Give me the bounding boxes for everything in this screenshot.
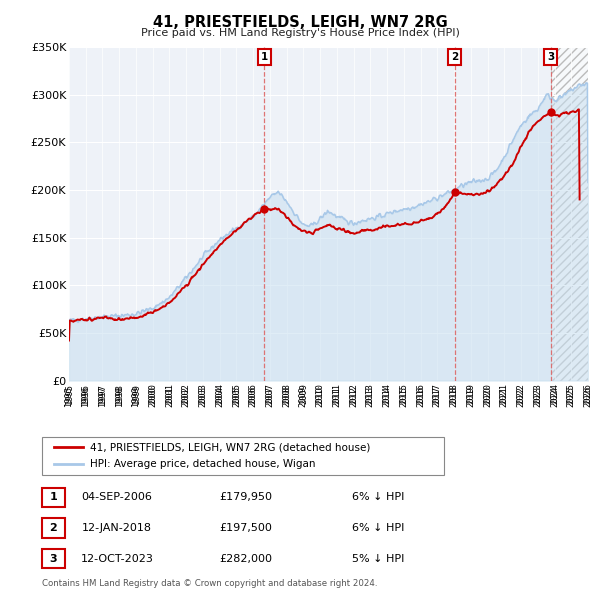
Text: 2016: 2016 <box>416 383 425 404</box>
Text: 2024: 2024 <box>550 383 559 404</box>
Text: 2019: 2019 <box>466 383 475 404</box>
Bar <box>551 47 588 381</box>
Text: Contains HM Land Registry data © Crown copyright and database right 2024.: Contains HM Land Registry data © Crown c… <box>42 579 377 588</box>
Text: 1996: 1996 <box>81 383 90 404</box>
Text: 2: 2 <box>451 52 458 62</box>
Text: 1996: 1996 <box>81 386 90 407</box>
Text: 2013: 2013 <box>366 386 375 407</box>
Text: 1998: 1998 <box>115 383 124 404</box>
Text: 2021: 2021 <box>500 386 509 407</box>
Text: 1: 1 <box>50 493 57 502</box>
Text: 2008: 2008 <box>282 386 291 407</box>
Text: 2020: 2020 <box>483 386 492 407</box>
Text: £197,500: £197,500 <box>220 523 272 533</box>
Text: 1995: 1995 <box>65 383 74 404</box>
Text: 2012: 2012 <box>349 383 358 404</box>
Text: 2007: 2007 <box>265 386 274 407</box>
Text: 3: 3 <box>50 554 57 563</box>
Text: 2006: 2006 <box>248 383 257 404</box>
Text: 2021: 2021 <box>500 383 509 404</box>
Text: 12-OCT-2023: 12-OCT-2023 <box>80 554 154 563</box>
Text: 04-SEP-2006: 04-SEP-2006 <box>82 493 152 502</box>
Text: 2022: 2022 <box>517 386 526 407</box>
Text: £282,000: £282,000 <box>220 554 272 563</box>
Text: 1997: 1997 <box>98 386 107 407</box>
Text: HPI: Average price, detached house, Wigan: HPI: Average price, detached house, Wiga… <box>90 459 316 469</box>
Text: 2022: 2022 <box>517 383 526 404</box>
Text: 2020: 2020 <box>483 383 492 404</box>
Text: 2026: 2026 <box>583 383 593 404</box>
Text: 2018: 2018 <box>449 383 458 404</box>
Text: 2007: 2007 <box>265 383 274 404</box>
Text: 2009: 2009 <box>299 383 308 404</box>
Text: 1999: 1999 <box>131 383 140 404</box>
Bar <box>551 47 588 381</box>
Text: 3: 3 <box>547 52 554 62</box>
Text: 2002: 2002 <box>182 386 191 407</box>
Text: 2011: 2011 <box>332 383 341 404</box>
Text: 1999: 1999 <box>131 386 140 407</box>
Text: 6% ↓ HPI: 6% ↓ HPI <box>352 523 404 533</box>
Text: 2004: 2004 <box>215 386 224 407</box>
Text: 2012: 2012 <box>349 386 358 407</box>
Text: 2005: 2005 <box>232 383 241 404</box>
Text: 2015: 2015 <box>400 383 409 404</box>
Text: 2015: 2015 <box>400 386 409 407</box>
Text: 2013: 2013 <box>366 383 375 404</box>
Text: 2001: 2001 <box>165 386 174 407</box>
Text: 41, PRIESTFIELDS, LEIGH, WN7 2RG: 41, PRIESTFIELDS, LEIGH, WN7 2RG <box>152 15 448 30</box>
Text: 2023: 2023 <box>533 386 542 407</box>
Text: 2004: 2004 <box>215 383 224 404</box>
Text: 2017: 2017 <box>433 383 442 404</box>
Text: 1995: 1995 <box>65 386 74 407</box>
Text: 2011: 2011 <box>332 386 341 407</box>
Text: 2024: 2024 <box>550 386 559 407</box>
Text: 2009: 2009 <box>299 386 308 407</box>
Text: 41, PRIESTFIELDS, LEIGH, WN7 2RG (detached house): 41, PRIESTFIELDS, LEIGH, WN7 2RG (detach… <box>90 442 370 453</box>
Text: 6% ↓ HPI: 6% ↓ HPI <box>352 493 404 502</box>
Text: 1998: 1998 <box>115 386 124 407</box>
Text: 2019: 2019 <box>466 386 475 407</box>
Text: 2001: 2001 <box>165 383 174 404</box>
Text: 2006: 2006 <box>248 386 257 407</box>
Text: 1: 1 <box>261 52 268 62</box>
Text: £179,950: £179,950 <box>220 493 272 502</box>
Text: 2010: 2010 <box>316 386 325 407</box>
Text: 2017: 2017 <box>433 386 442 407</box>
Text: 2003: 2003 <box>199 386 208 407</box>
Text: 5% ↓ HPI: 5% ↓ HPI <box>352 554 404 563</box>
Text: Price paid vs. HM Land Registry's House Price Index (HPI): Price paid vs. HM Land Registry's House … <box>140 28 460 38</box>
Text: 2025: 2025 <box>567 386 576 407</box>
Text: 1997: 1997 <box>98 383 107 404</box>
Text: 2026: 2026 <box>583 386 593 407</box>
Text: 2010: 2010 <box>316 383 325 404</box>
Text: 2023: 2023 <box>533 383 542 404</box>
Text: 12-JAN-2018: 12-JAN-2018 <box>82 523 152 533</box>
Text: 2: 2 <box>50 523 57 533</box>
Text: 2002: 2002 <box>182 383 191 404</box>
Text: 2000: 2000 <box>148 386 157 407</box>
Text: 2014: 2014 <box>383 386 392 407</box>
Text: 2000: 2000 <box>148 383 157 404</box>
Text: 2025: 2025 <box>567 383 576 404</box>
Text: 2018: 2018 <box>449 386 458 407</box>
Text: 2008: 2008 <box>282 383 291 404</box>
Text: 2014: 2014 <box>383 383 392 404</box>
Text: 2003: 2003 <box>199 383 208 404</box>
Text: 2016: 2016 <box>416 386 425 407</box>
Text: 2005: 2005 <box>232 386 241 407</box>
